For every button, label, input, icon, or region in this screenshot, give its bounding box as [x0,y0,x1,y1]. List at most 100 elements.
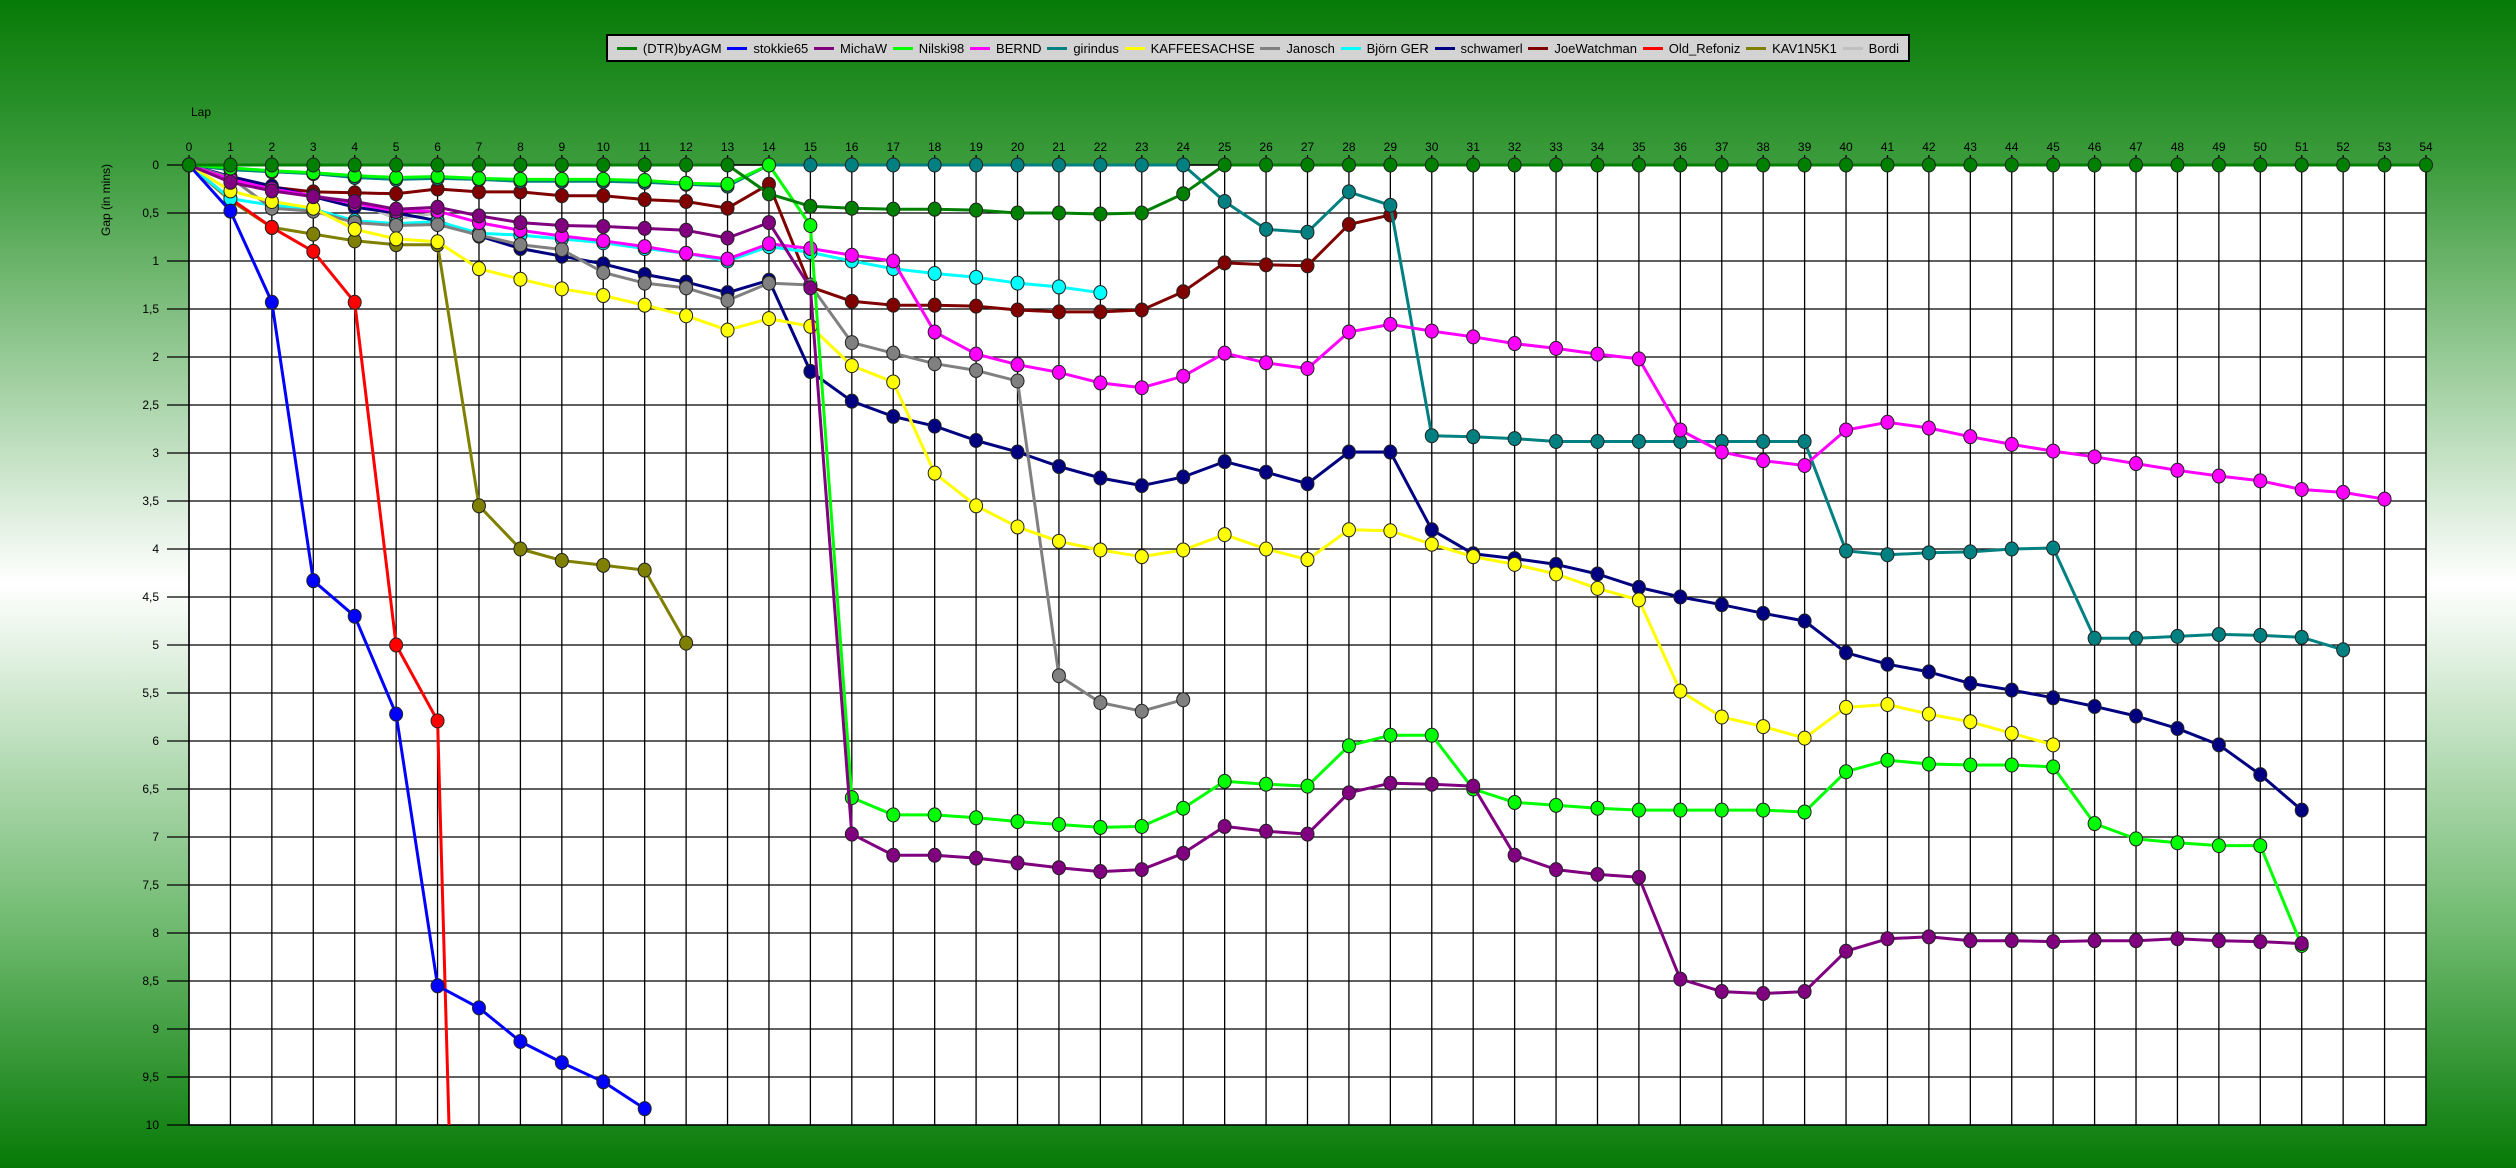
series-line [188,163,2304,947]
data-point [679,175,694,191]
data-point [1963,157,1978,173]
x-tick-label: 2 [269,140,276,154]
data-point [761,157,776,173]
data-point [803,280,818,296]
data-point [969,157,984,173]
x-tick-label: 18 [928,140,942,154]
x-tick-label: 47 [2129,140,2143,154]
series-line [188,163,451,1126]
data-point [2170,157,2185,173]
x-tick-label: 12 [679,140,693,154]
data-point [1093,470,1108,486]
data-point [1134,818,1149,834]
data-point [2087,157,2102,173]
data-point [2170,931,2185,947]
data-point [596,557,611,573]
data-point [1673,802,1688,818]
data-point [679,157,694,173]
legend-item: (DTR)byAGM [616,41,722,56]
legend-swatch [616,46,637,50]
data-point [1549,433,1564,449]
legend-swatch [892,46,913,50]
legend-label: schwamerl [1460,40,1523,56]
data-point [1341,785,1356,801]
legend-label: Old_Refoniz [1668,40,1741,56]
data-point [471,170,486,186]
data-point [1424,522,1439,538]
x-tick-label: 24 [1177,140,1191,154]
legend-item: JoeWatchman [1528,41,1637,56]
x-tick-label: 8 [517,140,524,154]
data-point [1383,316,1398,332]
x-tick-label: 39 [1798,140,1812,154]
data-point [1549,566,1564,582]
data-point [679,245,694,261]
series--dtr-byagm [182,157,2433,222]
data-point [969,202,984,218]
data-point [886,374,901,390]
data-point [1963,429,1978,445]
data-point [1383,157,1398,173]
data-point [2004,541,2019,557]
y-tick-label: 7,5 [142,878,159,892]
data-point [471,498,486,514]
data-point [1507,157,1522,173]
legend-swatch [1528,46,1549,50]
data-point [2294,629,2309,645]
data-point [2046,737,2061,753]
legend: (DTR)byAGM stokkie65 MichaW Nilski98 BERND gi… [606,34,1910,62]
data-point [1176,845,1191,861]
data-point [1051,817,1066,833]
data-point [761,215,776,231]
data-point [513,171,528,187]
x-tick-label: 40 [1839,140,1853,154]
data-point [2087,933,2102,949]
legend-swatch [1642,46,1663,50]
data-point [969,269,984,285]
data-point [1714,709,1729,725]
data-point [2253,934,2268,950]
data-point [637,562,652,578]
data-point [1217,345,1232,361]
data-point [1341,324,1356,340]
x-tick-label: 30 [1425,140,1439,154]
data-point [844,826,859,842]
y-tick-label: 9,5 [142,1070,159,1084]
data-point [1259,157,1274,173]
y-tick-label: 1 [152,254,159,268]
legend-swatch [1340,46,1361,50]
y-tick-label: 6,5 [142,782,159,796]
data-point [2004,725,2019,741]
data-point [1797,613,1812,629]
data-point [1631,351,1646,367]
data-point [1300,476,1315,492]
data-point [471,261,486,277]
data-point [1051,533,1066,549]
data-point [637,220,652,236]
data-point [1839,422,1854,438]
data-point [1259,221,1274,237]
data-point [1424,157,1439,173]
data-point [1300,778,1315,794]
data-point [1010,157,1025,173]
data-point [1756,719,1771,735]
data-point [264,294,279,310]
legend-label: Bordi [1868,40,1900,56]
data-point [803,198,818,214]
data-point [1921,706,1936,722]
data-point [1093,542,1108,558]
data-point [1134,205,1149,221]
series-line [187,163,646,1110]
data-point [1756,453,1771,469]
data-point [1424,428,1439,444]
data-point [347,193,362,209]
data-point [1880,157,1895,173]
data-point [927,324,942,340]
y-axis-label: Gap (in mins) [99,164,113,236]
data-point [1756,157,1771,173]
x-tick-label: 42 [1922,140,1936,154]
data-point [1590,157,1605,173]
data-point [679,193,694,209]
y-tick-label: 10 [146,1118,160,1132]
data-point [596,218,611,234]
